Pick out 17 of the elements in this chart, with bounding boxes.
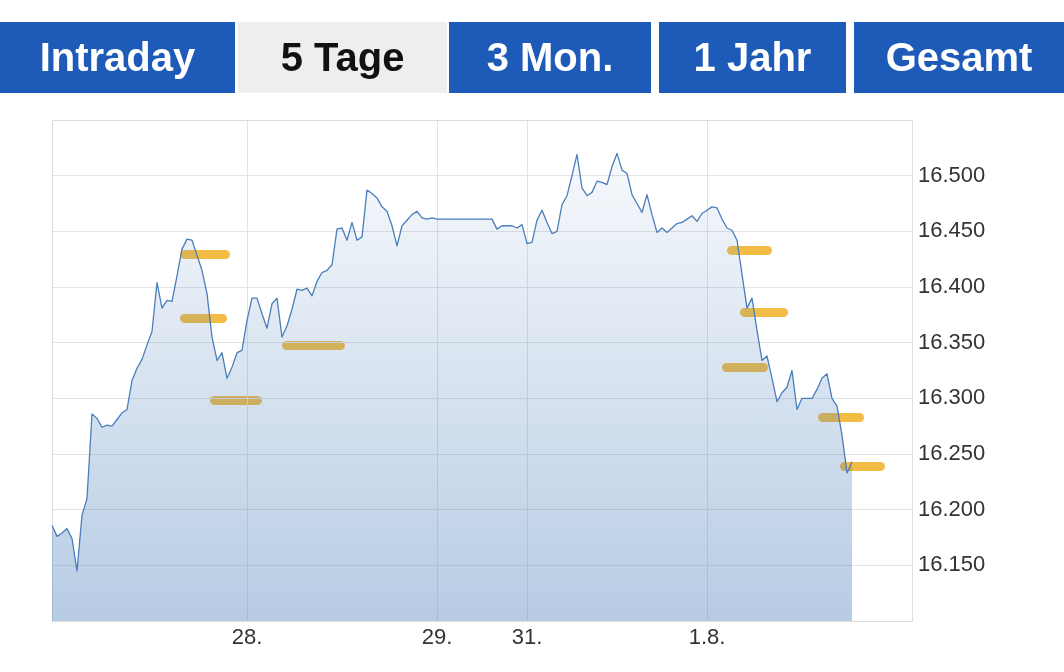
y-tick-label: 16.250 <box>918 440 986 466</box>
y-tick-label: 16.200 <box>918 495 986 521</box>
y-tick-label: 16.400 <box>918 273 986 299</box>
x-tick-label: 1.8. <box>688 624 726 650</box>
y-tick-label: 16.300 <box>918 384 986 410</box>
y-tick-label: 16.350 <box>918 328 986 354</box>
y-tick-label: 16.450 <box>918 217 986 243</box>
y-tick-label: 16.500 <box>918 161 986 187</box>
text: 3 Mon. <box>449 22 651 93</box>
x-tick-label: 28. <box>231 624 263 650</box>
y-tick-label: 16.150 <box>918 551 986 577</box>
x-tick-label: 29. <box>421 624 453 650</box>
text: 5 Tage <box>238 22 447 93</box>
text: 1 Jahr <box>659 22 846 93</box>
x-tick-label: 31. <box>511 624 543 650</box>
text: Intraday <box>0 22 235 93</box>
text: Gesamt <box>854 22 1064 93</box>
